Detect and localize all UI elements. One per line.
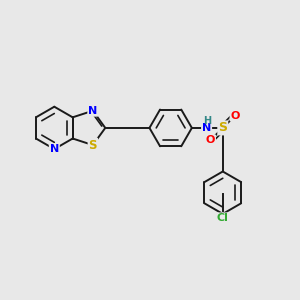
Text: N: N <box>88 106 98 116</box>
Text: N: N <box>202 123 211 133</box>
Text: O: O <box>230 110 240 121</box>
Text: H: H <box>203 116 211 126</box>
Text: S: S <box>88 139 97 152</box>
Text: O: O <box>206 135 215 145</box>
Text: Cl: Cl <box>217 213 229 223</box>
Text: N: N <box>50 144 59 154</box>
Text: S: S <box>218 122 227 134</box>
